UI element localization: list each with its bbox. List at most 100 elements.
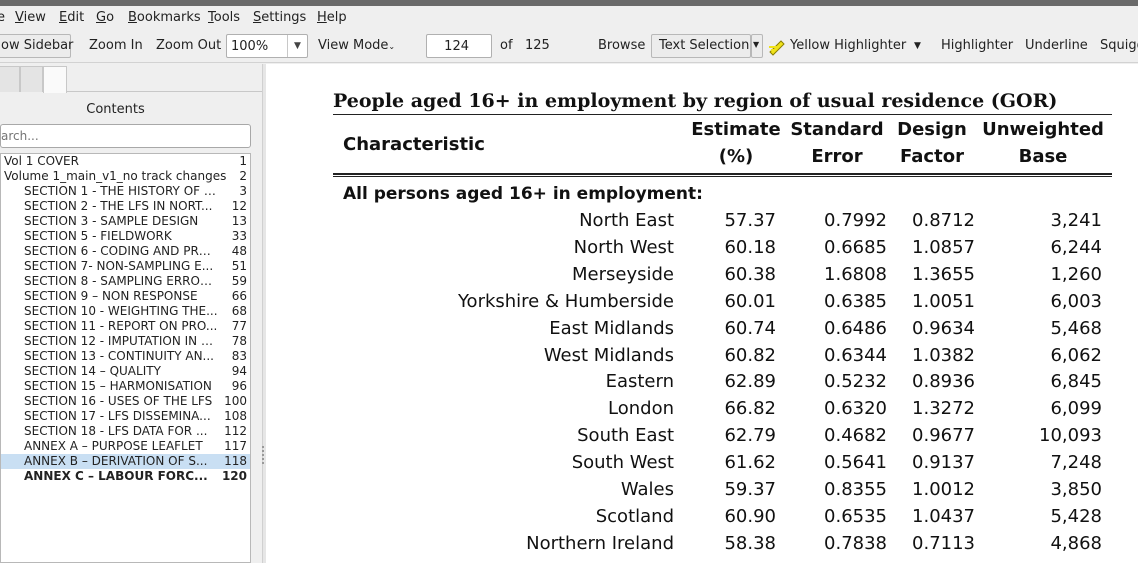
zoom-value: 100% <box>231 39 269 54</box>
text-selection-dropdown[interactable]: ▼ <box>751 34 763 58</box>
toc-item[interactable]: SECTION 12 - IMPUTATION IN T... 78 <box>1 334 250 349</box>
toc-item[interactable]: SECTION 11 - REPORT ON PRO... 77 <box>1 319 250 334</box>
toc-item[interactable]: SECTION 8 - SAMPLING ERROR... 59 <box>1 274 250 289</box>
toc-item[interactable]: SECTION 13 - CONTINUITY AN... 83 <box>1 349 250 364</box>
toc-item[interactable]: SECTION 5 - FIELDWORK 33 <box>1 229 250 244</box>
menu-edit[interactable]: Edit <box>59 10 85 25</box>
estimate-cell: 61.62 <box>724 452 776 474</box>
toc-item[interactable]: SECTION 16 - USES OF THE LFS 100 <box>1 394 250 409</box>
design-factor-cell: 0.8712 <box>912 210 975 231</box>
highlighter-button[interactable]: Highlighter <box>941 38 1014 53</box>
toc-item-label: ANNEX A – PURPOSE LEAFLET <box>24 439 203 453</box>
document-page: People aged 16+ in employment by region … <box>266 64 1138 563</box>
zoom-out-button[interactable]: Zoom Out <box>156 38 222 53</box>
header-estimate-line2: (%) <box>718 146 754 167</box>
menu-view[interactable]: View <box>15 10 46 25</box>
toc-item-page: 108 <box>224 409 247 423</box>
zoom-in-button[interactable]: Zoom In <box>89 38 143 53</box>
menu-settings[interactable]: Settings <box>253 10 307 25</box>
toc-item[interactable]: Volume 1_main_v1_no track changes 2 <box>1 169 250 184</box>
toc-item-label: ANNEX C – LABOUR FORC... <box>24 469 208 483</box>
sidebar-tab-row <box>0 64 262 93</box>
sidebar-tab-thumbnails[interactable] <box>0 66 20 92</box>
unweighted-base-cell: 7,248 <box>1050 452 1102 474</box>
toc-item[interactable]: ANNEX B – DERIVATION OF S... 118 <box>1 454 250 469</box>
region-cell: Eastern <box>605 371 674 393</box>
contents-search-input[interactable] <box>1 125 241 147</box>
chevron-down-icon[interactable]: ▼ <box>287 35 307 57</box>
toc-item-label: SECTION 10 - WEIGHTING THE... <box>24 304 218 318</box>
contents-title: Contents <box>86 102 145 117</box>
show-sidebar-button[interactable]: ow Sidebar <box>0 34 74 58</box>
window-title-strip <box>0 0 1138 6</box>
splitter-grip-icon[interactable] <box>262 446 264 464</box>
estimate-cell: 62.89 <box>724 371 776 393</box>
unweighted-base-cell: 3,241 <box>1050 210 1102 231</box>
underline-button[interactable]: Underline <box>1025 38 1088 53</box>
menu-go[interactable]: Go <box>96 10 115 25</box>
toc-item-label: SECTION 5 - FIELDWORK <box>24 229 172 243</box>
sidebar-splitter[interactable] <box>262 64 266 563</box>
menu-bookmarks[interactable]: Bookmarks <box>128 10 201 25</box>
page-total: 125 <box>525 38 550 53</box>
toc-item-label: SECTION 13 - CONTINUITY AN... <box>24 349 214 363</box>
toc-item[interactable]: SECTION 18 - LFS DATA FOR ... 112 <box>1 424 250 439</box>
estimate-cell: 66.82 <box>724 398 776 420</box>
yellow-highlighter-button[interactable]: Yellow Highlighter <box>790 38 907 53</box>
toc-item[interactable]: SECTION 2 - THE LFS IN NORT... 12 <box>1 199 250 214</box>
table-title: People aged 16+ in employment by region … <box>333 90 1058 112</box>
browse-tool-button[interactable]: Browse <box>598 38 646 53</box>
standard-error-cell: 0.5641 <box>824 452 887 474</box>
sidebar-tab-reviews[interactable] <box>20 66 43 92</box>
standard-error-cell: 0.5232 <box>824 371 887 393</box>
toc-item[interactable]: SECTION 1 - THE HISTORY OF T... 3 <box>1 184 250 199</box>
header-estimate: Estimate (%) <box>684 116 788 170</box>
contents-tree[interactable]: Vol 1 COVER 1 Volume 1_main_v1_no track ch… <box>0 153 251 563</box>
show-sidebar-label: ow Sidebar <box>1 38 74 53</box>
page-number-input[interactable]: 124 <box>426 34 492 58</box>
zoom-combo[interactable]: 100% ▼ <box>226 34 308 58</box>
toc-item[interactable]: SECTION 15 – HARMONISATION 96 <box>1 379 250 394</box>
toc-item-label: SECTION 14 – QUALITY <box>24 364 161 378</box>
region-cell: South East <box>577 425 674 447</box>
toc-item[interactable]: ANNEX C – LABOUR FORC... 120 <box>1 469 250 484</box>
toc-item[interactable]: SECTION 6 - CODING AND PRO... 48 <box>1 244 250 259</box>
sidebar-tab-contents[interactable] <box>43 66 67 93</box>
text-selection-button[interactable]: Text Selection <box>651 34 751 58</box>
header-unweighted-base: Unweighted Base <box>978 116 1108 170</box>
chevron-down-icon[interactable]: ▼ <box>914 41 921 51</box>
menu-help[interactable]: Help <box>317 10 347 25</box>
contents-search-box[interactable] <box>0 124 251 148</box>
view-mode-button[interactable]: View Mode⌄ <box>318 38 396 53</box>
unweighted-base-cell: 4,868 <box>1050 532 1102 554</box>
toc-item[interactable]: ANNEX A – PURPOSE LEAFLET 117 <box>1 439 250 454</box>
toc-item[interactable]: SECTION 3 - SAMPLE DESIGN 13 <box>1 214 250 229</box>
toc-item-label: ANNEX B – DERIVATION OF S... <box>24 454 208 468</box>
toc-item[interactable]: SECTION 7- NON-SAMPLING E... 51 <box>1 259 250 274</box>
toc-item[interactable]: SECTION 17 - LFS DISSEMINA... 108 <box>1 409 250 424</box>
toc-item-label: SECTION 1 - THE HISTORY OF T... <box>24 184 218 198</box>
estimate-cell: 60.90 <box>724 505 776 527</box>
toc-item-page: 3 <box>239 184 247 198</box>
toc-item-page: 59 <box>231 274 247 288</box>
header-characteristic: Characteristic <box>343 134 485 155</box>
toc-item[interactable]: SECTION 14 – QUALITY 94 <box>1 364 250 379</box>
header-estimate-line1: Estimate <box>691 119 781 140</box>
toc-item[interactable]: SECTION 10 - WEIGHTING THE... 68 <box>1 304 250 319</box>
squiggle-button[interactable]: Squigg <box>1100 38 1138 53</box>
highlighter-pen-icon[interactable] <box>767 36 787 56</box>
estimate-cell: 60.74 <box>724 317 776 339</box>
group-label: All persons aged 16+ in employment: <box>343 184 703 204</box>
toc-item-page: 68 <box>231 304 247 318</box>
menu-tools[interactable]: Tools <box>208 10 241 25</box>
table-row: South West 61.62 0.5641 0.9137 7,248 <box>266 452 1138 479</box>
standard-error-cell: 0.6344 <box>824 344 887 366</box>
table-row: Scotland 60.90 0.6535 1.0437 5,428 <box>266 506 1138 533</box>
toc-item-label: SECTION 17 - LFS DISSEMINA... <box>24 409 211 423</box>
region-cell: Wales <box>620 479 674 500</box>
toc-item-page: 1 <box>239 154 247 168</box>
toc-item[interactable]: SECTION 9 – NON RESPONSE 66 <box>1 289 250 304</box>
toc-item[interactable]: Vol 1 COVER 1 <box>1 154 250 169</box>
header-double-rule <box>333 173 1112 177</box>
chevron-down-icon: ▼ <box>753 40 760 49</box>
